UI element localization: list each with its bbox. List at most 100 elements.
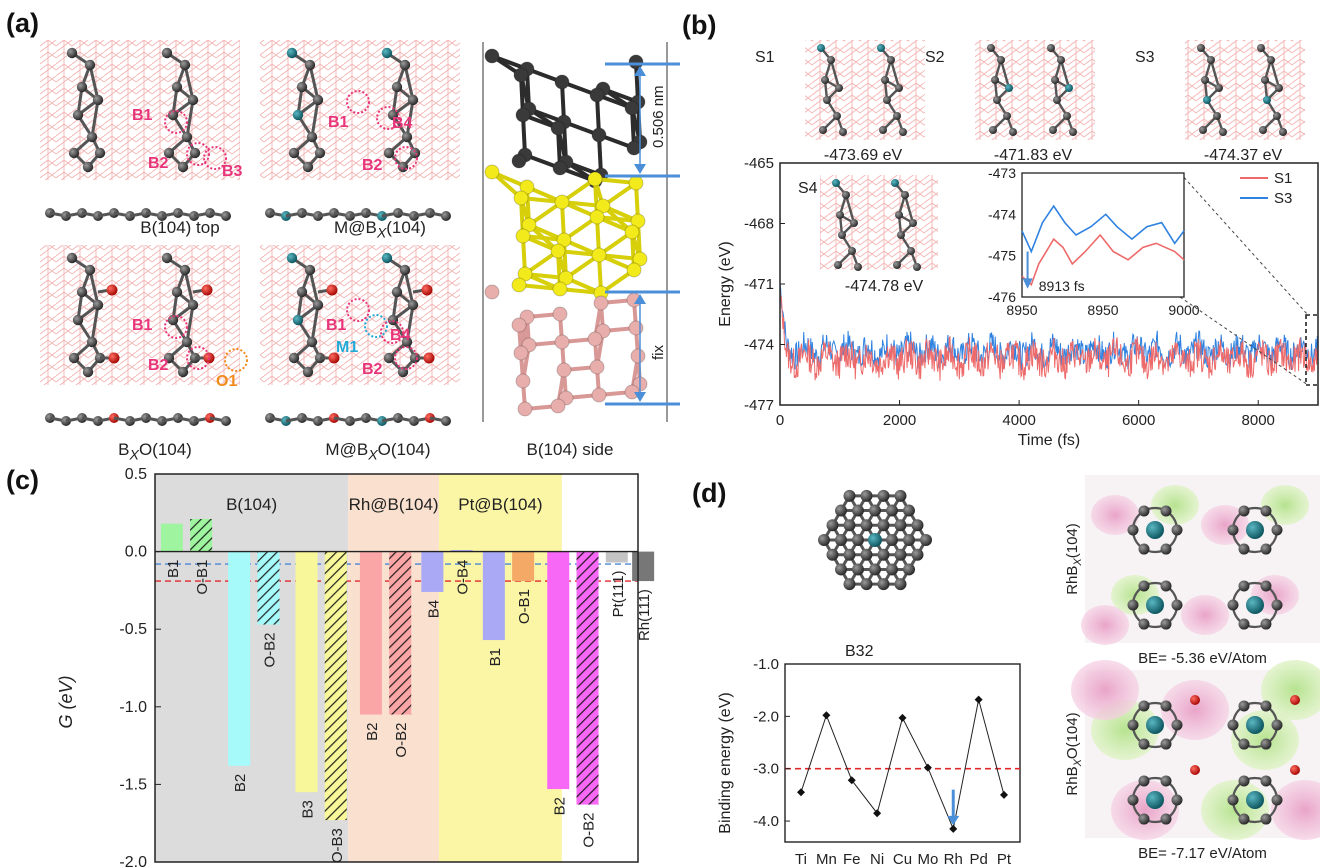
b32-atom — [886, 534, 898, 546]
b32-atom — [852, 534, 864, 546]
map-boron-atom — [1138, 618, 1150, 630]
side-atom — [511, 277, 527, 293]
side-atom — [589, 209, 605, 225]
site-marker — [164, 315, 188, 339]
oxygen-atom — [423, 352, 435, 364]
snap-atom — [835, 84, 843, 92]
map-rh-atom — [1146, 596, 1164, 614]
map-ylabel-1: RhBXO(104) — [1064, 712, 1084, 795]
md-trace-S1 — [779, 288, 1319, 381]
be-y-tick-label: -2.0 — [753, 708, 779, 725]
boron-atom — [401, 131, 413, 143]
atom-side — [221, 416, 231, 426]
map-boron-atom — [1260, 580, 1272, 592]
map-boron-atom — [1127, 599, 1139, 611]
map-oxygen-atom — [1290, 765, 1300, 775]
site-marker — [376, 106, 400, 130]
bar-hatch-5 — [324, 551, 347, 821]
map-oxygen-atom — [1290, 695, 1300, 705]
boron-atom — [407, 299, 419, 311]
bar-label-6: B2 — [364, 723, 381, 741]
snap-atom — [887, 56, 895, 64]
map-ylabel-suffix: (104) — [1064, 523, 1081, 558]
boron-atom — [306, 131, 318, 143]
site-marker — [346, 90, 370, 114]
b32-atom — [911, 519, 924, 532]
panel-label-d: (d) — [692, 478, 727, 508]
snap-atom — [1065, 84, 1073, 92]
side-atom — [554, 74, 570, 90]
y-tick-label: 0.5 — [125, 466, 147, 483]
be-y-tick-label: -3.0 — [753, 761, 779, 778]
boron-atom — [177, 366, 189, 378]
boron-atom — [72, 109, 84, 121]
density-lobe — [1071, 660, 1139, 720]
b32-atom — [903, 504, 915, 517]
boron-atom — [383, 352, 395, 364]
group-bg-0 — [155, 474, 349, 862]
bar-15 — [632, 551, 655, 582]
b32-atom — [877, 548, 890, 561]
boron-atom — [163, 352, 175, 364]
side-atom — [511, 153, 527, 169]
boron-atom — [304, 59, 316, 71]
boron-atom — [179, 59, 191, 71]
inset-trace-S3 — [1021, 204, 1185, 254]
snap-atom — [827, 56, 835, 64]
snap-atom — [1199, 126, 1207, 134]
boron-bond — [310, 304, 320, 343]
be-category-6: Rh — [944, 851, 963, 868]
boron-bond — [185, 304, 195, 343]
inset-y-tick: -475 — [988, 248, 1016, 264]
dim-label-fix: fix — [650, 345, 667, 361]
be-y-tick-label: -4.0 — [753, 813, 779, 830]
snap-atom — [1261, 76, 1269, 84]
snap-atom — [913, 263, 921, 271]
oxygen-atom — [106, 284, 118, 296]
boron-bond — [405, 99, 415, 138]
density-lobe — [1261, 485, 1309, 525]
map-boron-atom — [1160, 618, 1172, 630]
snap-atom — [891, 179, 899, 187]
map-ylabel-0: RhBX(104) — [1064, 523, 1084, 595]
site-marker — [380, 320, 404, 344]
b32-atom — [826, 548, 839, 561]
boron-atom — [288, 147, 300, 159]
snap-atom — [1201, 76, 1209, 84]
boron-bond — [403, 64, 415, 101]
site-marker — [186, 142, 210, 166]
bar-label-3: O-B2 — [261, 633, 278, 668]
be-category-4: Cu — [893, 851, 912, 868]
side-atom — [595, 198, 611, 214]
side-atom — [515, 228, 531, 244]
side-atom — [550, 243, 566, 259]
oxygen-atom — [421, 284, 433, 296]
boron-atom — [94, 147, 106, 159]
caption-bxo-104: BXO(104) — [95, 440, 215, 463]
snap-atom — [909, 219, 917, 227]
map-boron-atom — [1238, 505, 1250, 517]
atom-side — [221, 211, 231, 221]
snap-atom — [883, 96, 891, 104]
boron-atom — [171, 286, 183, 298]
snapshot-name: S2 — [925, 49, 945, 66]
snap-bond — [999, 59, 1011, 89]
panel-a-structures: B1 B2 B3 B1 B4 B2 B1 B2 O1 B1 M1 B4 B2 — [40, 40, 460, 426]
caption-m-bx-104: M@BX(104) — [300, 218, 460, 241]
be-category-5: Mo — [917, 851, 938, 868]
side-atom — [517, 401, 533, 417]
be-arrowhead — [947, 815, 960, 826]
side-atom — [484, 48, 500, 64]
snap-atom — [1267, 56, 1275, 64]
inset-y-tick: -474 — [988, 206, 1016, 222]
side-atom — [626, 262, 642, 278]
tile-b104-top: B1 B2 B3 — [45, 47, 243, 221]
boron-bond — [185, 99, 195, 138]
side-atom — [628, 320, 644, 336]
map-rh-atom — [1146, 716, 1164, 734]
boron-atom — [296, 81, 308, 93]
x-tick-label: 2000 — [883, 412, 916, 429]
inset-y-tick: -476 — [988, 289, 1016, 305]
side-atom — [552, 281, 568, 297]
map-boron-atom — [1227, 599, 1239, 611]
